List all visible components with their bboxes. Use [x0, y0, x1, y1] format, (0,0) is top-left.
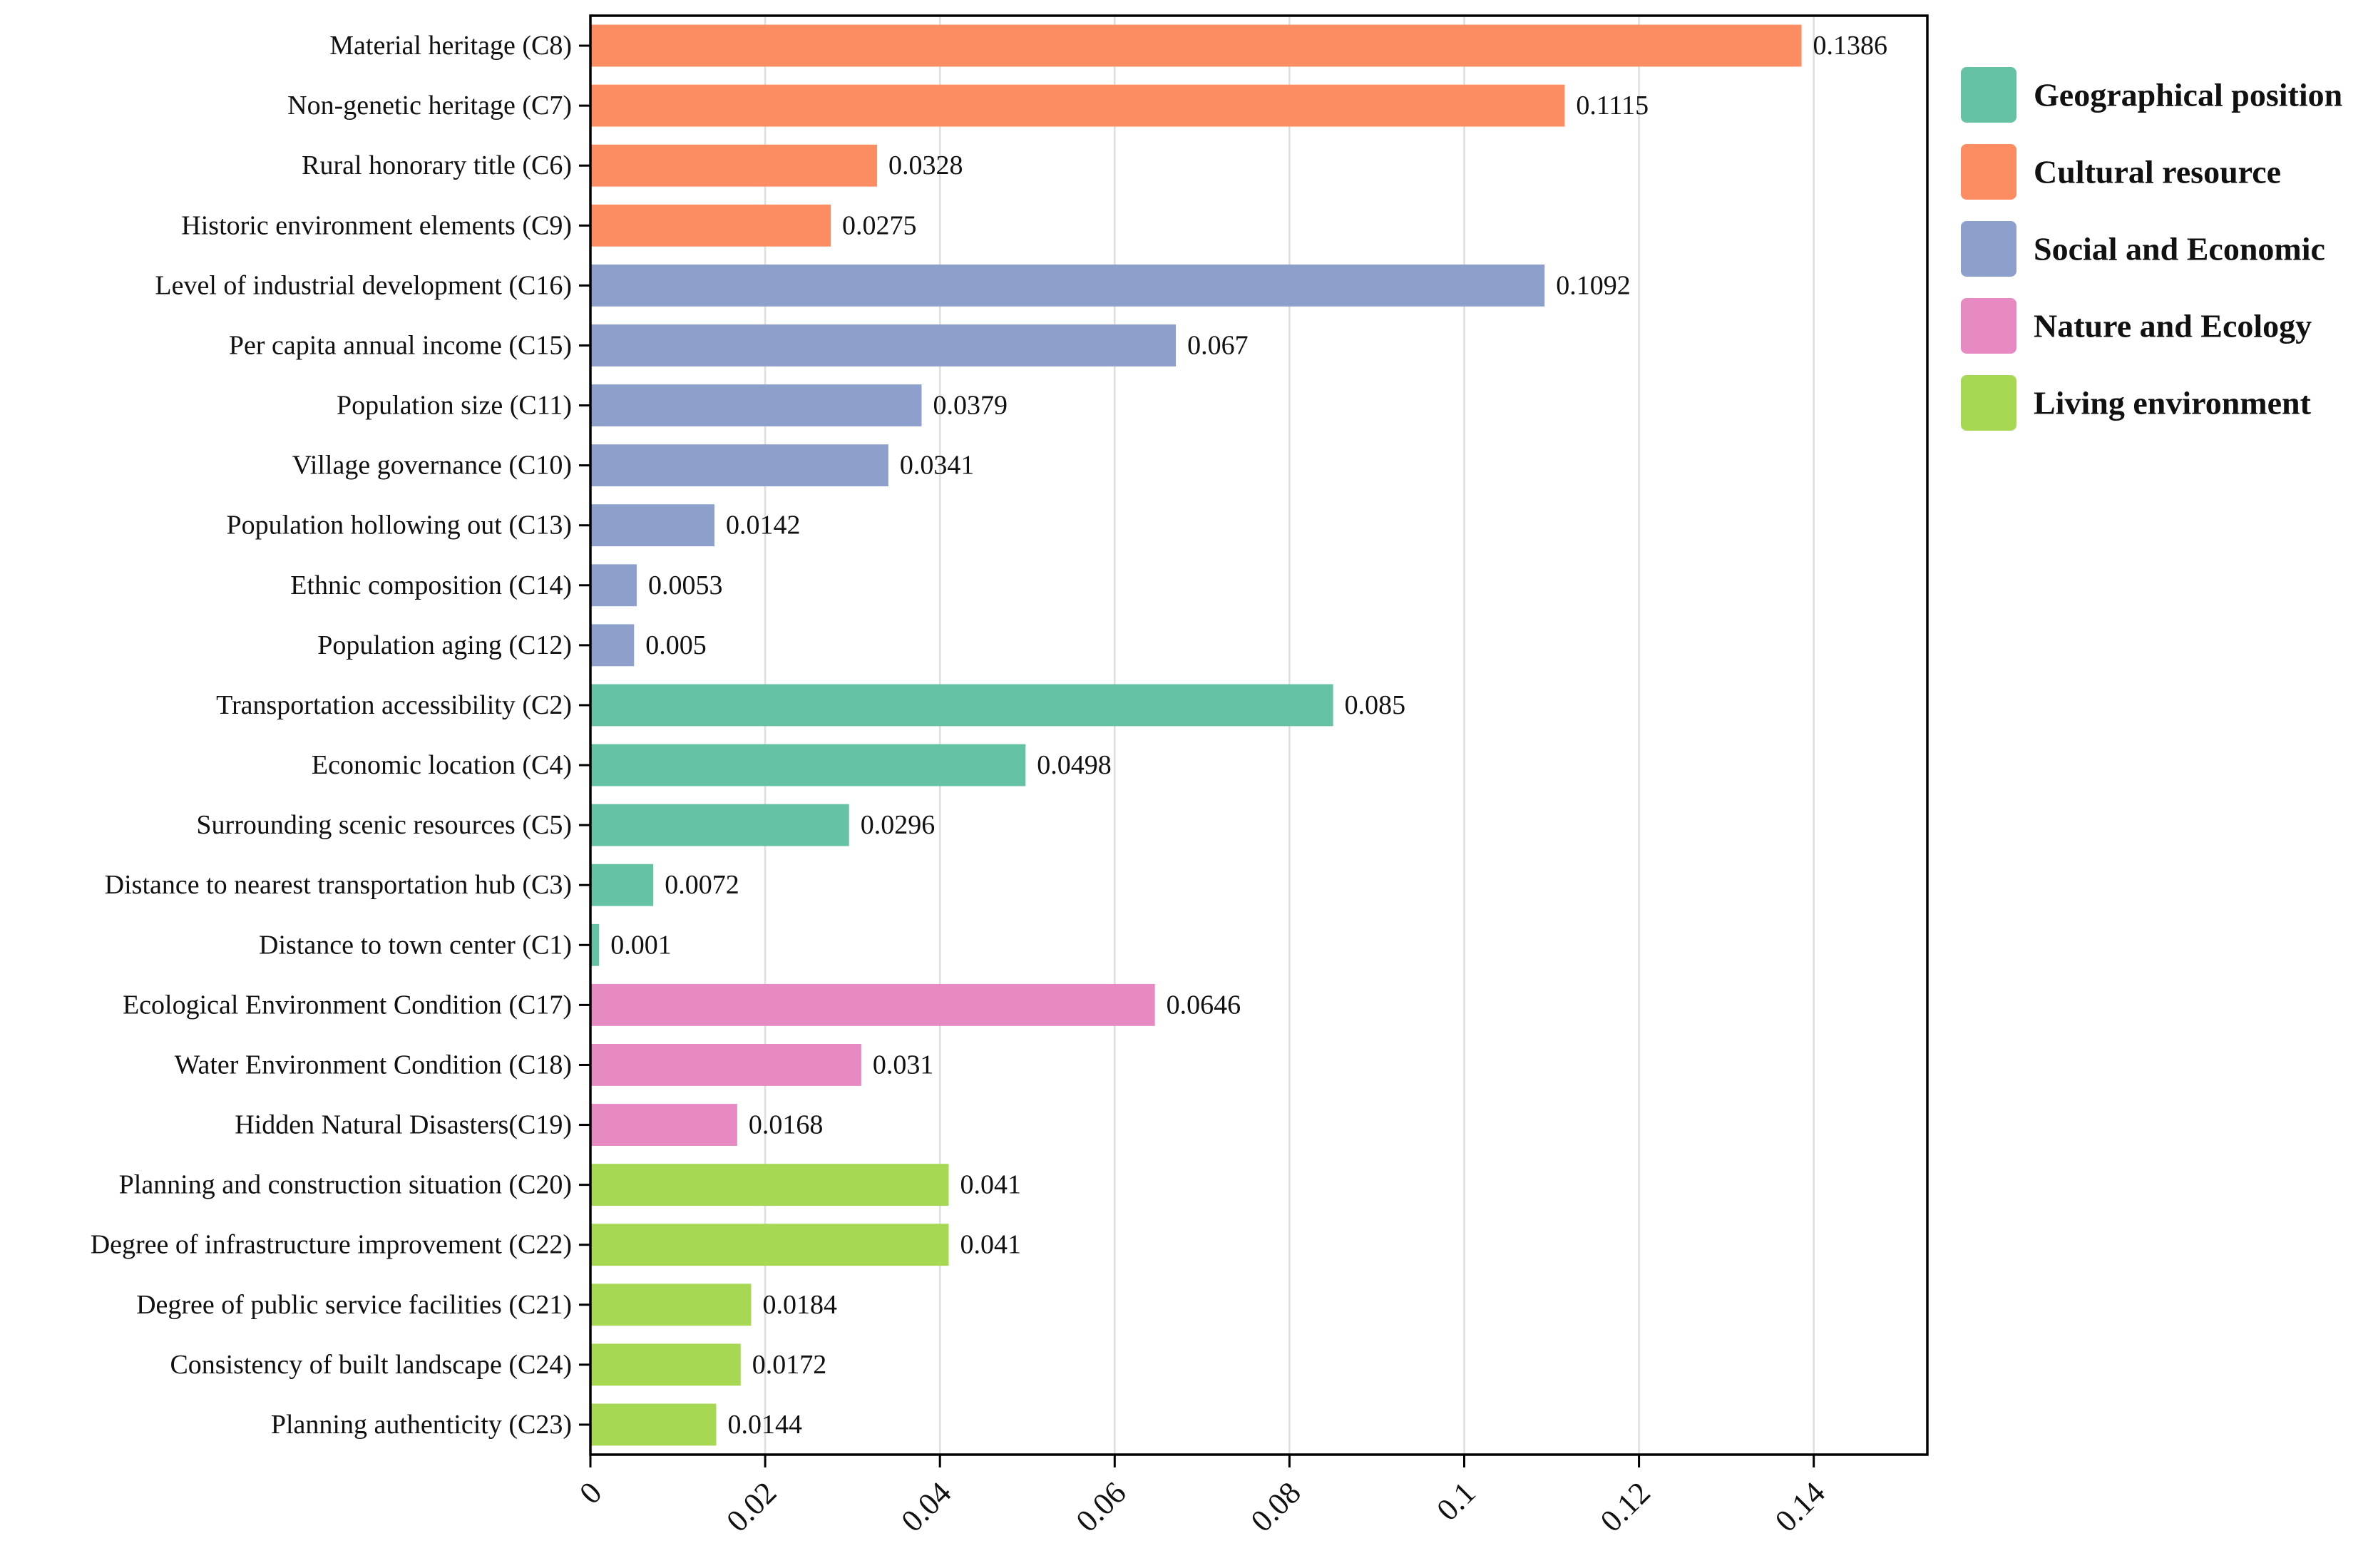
bar — [590, 324, 1177, 367]
value-label: 0.0144 — [727, 1410, 802, 1440]
category-label: Ecological Environment Condition (C17) — [123, 990, 572, 1020]
category-labels: Material heritage (C8) Non-genetic herita… — [91, 31, 572, 1440]
value-label: 0.0341 — [900, 451, 975, 481]
category-label: Transportation accessibility (C2) — [216, 690, 572, 720]
category-label: Surrounding scenic resources (C5) — [196, 810, 572, 840]
bar — [590, 1403, 717, 1446]
value-label: 0.005 — [645, 630, 707, 660]
legend-label: Nature and Ecology — [2034, 308, 2312, 344]
value-label: 0.0275 — [842, 210, 917, 240]
category-label: Per capita annual income (C15) — [229, 330, 572, 360]
value-label: 0.0296 — [861, 810, 936, 840]
category-label: Hidden Natural Disasters(C19) — [235, 1110, 572, 1140]
category-label: Historic environment elements (C9) — [181, 210, 572, 240]
category-label: Water Environment Condition (C18) — [175, 1050, 572, 1080]
value-label: 0.001 — [610, 930, 672, 960]
value-label: 0.0184 — [762, 1290, 837, 1320]
legend-label: Geographical position — [2034, 77, 2342, 113]
bar — [590, 1164, 949, 1206]
value-label: 0.0142 — [726, 511, 800, 540]
category-label: Distance to nearest transportation hub (… — [105, 870, 572, 900]
x-tick-label: 0.12 — [1594, 1475, 1657, 1539]
value-label: 0.041 — [960, 1170, 1021, 1200]
category-label: Village governance (C10) — [292, 451, 572, 481]
x-tick-label: 0.08 — [1244, 1475, 1308, 1539]
category-label: Population hollowing out (C13) — [227, 511, 573, 540]
legend-label: Living environment — [2034, 385, 2312, 421]
legend-swatch — [1961, 298, 2016, 354]
bar — [590, 804, 849, 846]
bar — [590, 144, 877, 187]
bar — [590, 24, 1802, 67]
category-label: Non-genetic heritage (C7) — [287, 91, 572, 121]
category-label: Population size (C11) — [337, 391, 572, 421]
x-tick-label: 0.1 — [1430, 1475, 1482, 1528]
value-label: 0.0379 — [933, 391, 1008, 421]
value-label: 0.085 — [1345, 690, 1406, 720]
bar — [590, 1044, 861, 1086]
category-label: Material heritage (C8) — [329, 31, 572, 61]
legend-swatch — [1961, 221, 2016, 277]
category-label: Planning and construction situation (C20… — [119, 1170, 572, 1200]
plot-frame — [589, 14, 1929, 1456]
legend: Geographical position Cultural resource So… — [1961, 67, 2342, 431]
value-label: 0.0072 — [665, 870, 739, 900]
category-label: Rural honorary title (C6) — [302, 150, 572, 180]
value-label: 0.067 — [1187, 330, 1249, 360]
category-label: Degree of infrastructure improvement (C2… — [91, 1230, 572, 1260]
value-label: 0.0328 — [888, 150, 963, 180]
category-label: Planning authenticity (C23) — [271, 1410, 572, 1440]
bar — [590, 84, 1565, 127]
category-label: Population aging (C12) — [317, 630, 572, 660]
value-label: 0.1386 — [1813, 31, 1888, 61]
bar — [590, 204, 831, 247]
bar — [590, 264, 1545, 307]
x-tick-label: 0.02 — [719, 1475, 783, 1539]
legend-label: Social and Economic — [2034, 231, 2325, 267]
category-label: Consistency of built landscape (C24) — [170, 1350, 572, 1380]
category-label: Economic location (C4) — [312, 750, 572, 780]
value-label: 0.031 — [873, 1050, 934, 1080]
bar — [590, 923, 600, 966]
value-label: 0.0172 — [752, 1350, 827, 1380]
category-label: Distance to town center (C1) — [259, 930, 572, 960]
value-label: 0.041 — [960, 1230, 1021, 1260]
bar — [590, 384, 922, 426]
bar — [590, 564, 637, 607]
bar — [590, 444, 888, 487]
value-label: 0.1092 — [1556, 270, 1631, 300]
x-tick-label: 0.06 — [1070, 1475, 1133, 1539]
bar — [590, 684, 1333, 727]
value-label: 0.1115 — [1576, 91, 1649, 121]
value-label: 0.0498 — [1037, 750, 1112, 780]
bar — [590, 864, 654, 906]
bar — [590, 1224, 949, 1266]
value-label: 0.0646 — [1167, 990, 1241, 1020]
bar — [590, 744, 1026, 786]
category-label: Degree of public service facilities (C21… — [136, 1290, 572, 1320]
bar — [590, 504, 715, 547]
value-label: 0.0168 — [749, 1110, 824, 1140]
bar — [590, 983, 1155, 1026]
x-tick-label: 0.04 — [894, 1475, 958, 1539]
category-label: Level of industrial development (C16) — [155, 270, 572, 300]
x-tick-label: 0.14 — [1768, 1475, 1832, 1539]
x-tick-label: 0 — [573, 1475, 608, 1511]
grid-lines — [764, 16, 1815, 1455]
legend-swatch — [1961, 67, 2016, 123]
bars — [590, 24, 1802, 1446]
bar — [590, 1283, 752, 1326]
legend-swatch — [1961, 375, 2016, 431]
value-label: 0.0053 — [648, 570, 723, 600]
value-labels: 0.1386 0.1115 0.0328 0.0275 0.1092 0.067 0.037… — [610, 31, 1887, 1440]
bar — [590, 1104, 737, 1146]
bar — [590, 624, 635, 667]
legend-label: Cultural resource — [2034, 154, 2281, 190]
category-label: Ethnic composition (C14) — [290, 570, 572, 600]
legend-swatch — [1961, 144, 2016, 200]
bar — [590, 1343, 741, 1386]
